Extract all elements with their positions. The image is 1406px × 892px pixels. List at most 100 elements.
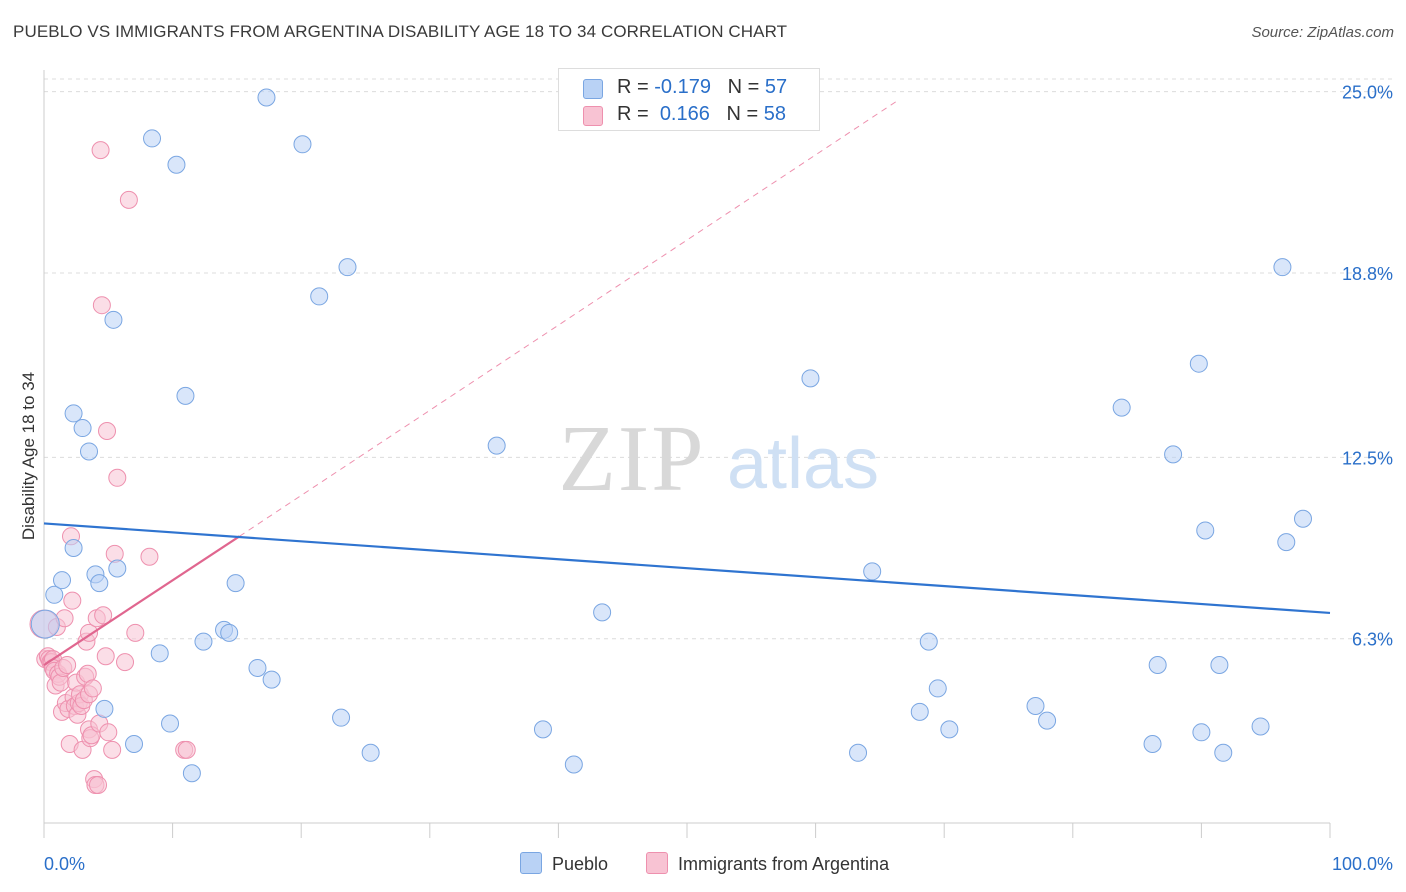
point-pueblo [220, 623, 239, 642]
point-argentina [96, 647, 115, 666]
point-pueblo [910, 702, 929, 721]
legend-r-value-argentina: 0.166 [659, 103, 710, 125]
grid-lines [44, 78, 1392, 640]
point-pueblo [919, 632, 938, 651]
point-argentina [116, 653, 135, 672]
point-pueblo [95, 699, 114, 718]
point-pueblo [1214, 743, 1233, 762]
point-pueblo [1210, 656, 1229, 675]
x-tick-label-max: 100.0% [1332, 854, 1393, 874]
legend-n-label: N = [727, 76, 760, 98]
point-pueblo [332, 708, 351, 727]
point-pueblo [143, 129, 162, 148]
point-pueblo [150, 644, 169, 663]
point-pueblo [226, 574, 245, 593]
point-pueblo [849, 743, 868, 762]
point-pueblo [1192, 723, 1211, 742]
series-argentina [29, 141, 196, 794]
point-pueblo [1189, 354, 1208, 373]
point-argentina [126, 623, 145, 642]
point-pueblo [487, 436, 506, 455]
point-pueblo [53, 571, 72, 590]
point-pueblo [80, 442, 99, 461]
point-pueblo [940, 720, 959, 739]
bottom-legend-label-argentina: Immigrants from Argentina [678, 854, 890, 874]
legend-n-value-pueblo: 57 [764, 76, 788, 98]
legend-n-label: N = [726, 103, 759, 125]
point-argentina [94, 606, 113, 625]
point-pueblo [1112, 398, 1131, 417]
source-label: Source: ZipAtlas.com [1251, 24, 1394, 41]
point-pueblo [1143, 735, 1162, 754]
point-argentina [92, 296, 111, 315]
point-argentina [98, 421, 117, 440]
point-argentina [83, 679, 102, 698]
legend-r-value-pueblo: -0.179 [654, 76, 711, 98]
bottom-legend-label-pueblo: Pueblo [552, 854, 609, 874]
point-pueblo [90, 574, 109, 593]
point-pueblo [262, 670, 281, 689]
legend-r-label: R = [617, 76, 649, 98]
point-pueblo [361, 743, 380, 762]
point-pueblo [1038, 711, 1057, 730]
point-argentina [105, 544, 124, 563]
point-pueblo [1273, 258, 1292, 277]
point-pueblo [928, 679, 947, 698]
point-pueblo [1026, 696, 1045, 715]
point-pueblo [533, 720, 552, 739]
point-pueblo [248, 658, 267, 677]
legend-swatch-argentina [583, 106, 603, 126]
point-argentina [51, 673, 70, 692]
y-tick-label: 12.5% [1342, 448, 1393, 468]
point-pueblo [176, 386, 195, 405]
point-pueblo [1293, 509, 1312, 528]
point-argentina [140, 547, 159, 566]
watermark: ZIP atlas [559, 407, 880, 511]
point-pueblo [45, 585, 64, 604]
point-argentina [177, 740, 196, 759]
point-pueblo [167, 155, 186, 174]
point-pueblo [863, 562, 882, 581]
point-argentina [103, 740, 122, 759]
point-argentina [119, 190, 138, 209]
point-pueblo [30, 609, 60, 639]
point-pueblo [1148, 656, 1167, 675]
legend-r-label: R = [617, 103, 649, 125]
point-pueblo [64, 539, 83, 558]
point-argentina [108, 468, 127, 487]
y-tick-label: 18.8% [1342, 264, 1393, 284]
watermark-atlas: atlas [727, 424, 879, 504]
legend-swatch-pueblo [583, 79, 603, 99]
bottom-legend-swatch-pueblo [520, 852, 542, 874]
point-pueblo [194, 632, 213, 651]
bottom-legend-swatch-argentina [646, 852, 668, 874]
x-tick-label-min: 0.0% [44, 854, 85, 874]
point-argentina [58, 656, 77, 675]
legend-n-value-argentina: 58 [763, 103, 787, 125]
point-pueblo [64, 404, 83, 423]
legend: R = -0.179 N = 57 R = 0.166 N = 58 [558, 68, 820, 131]
point-pueblo [257, 88, 276, 107]
point-argentina [63, 591, 82, 610]
point-pueblo [1164, 445, 1183, 464]
bottom-legend-pueblo: Pueblo [520, 852, 608, 875]
point-pueblo [1196, 521, 1215, 540]
point-pueblo [801, 369, 820, 388]
point-pueblo [108, 559, 127, 578]
point-pueblo [1251, 717, 1270, 736]
trend-line-pueblo [43, 522, 1331, 615]
point-pueblo [293, 135, 312, 154]
point-pueblo [593, 603, 612, 622]
point-pueblo [182, 764, 201, 783]
trend-lines [43, 99, 1331, 666]
trend-line-argentina [43, 535, 241, 666]
point-pueblo [310, 287, 329, 306]
point-pueblo [104, 310, 123, 329]
series-pueblo [30, 88, 1312, 783]
point-pueblo [125, 735, 144, 754]
y-tick-label: 6.3% [1352, 630, 1393, 650]
axis-labels: 6.3% 12.5% 18.8% 25.0% 0.0% 100.0% Disability … [19, 83, 1393, 874]
point-pueblo [338, 258, 357, 277]
point-pueblo [1277, 533, 1296, 552]
